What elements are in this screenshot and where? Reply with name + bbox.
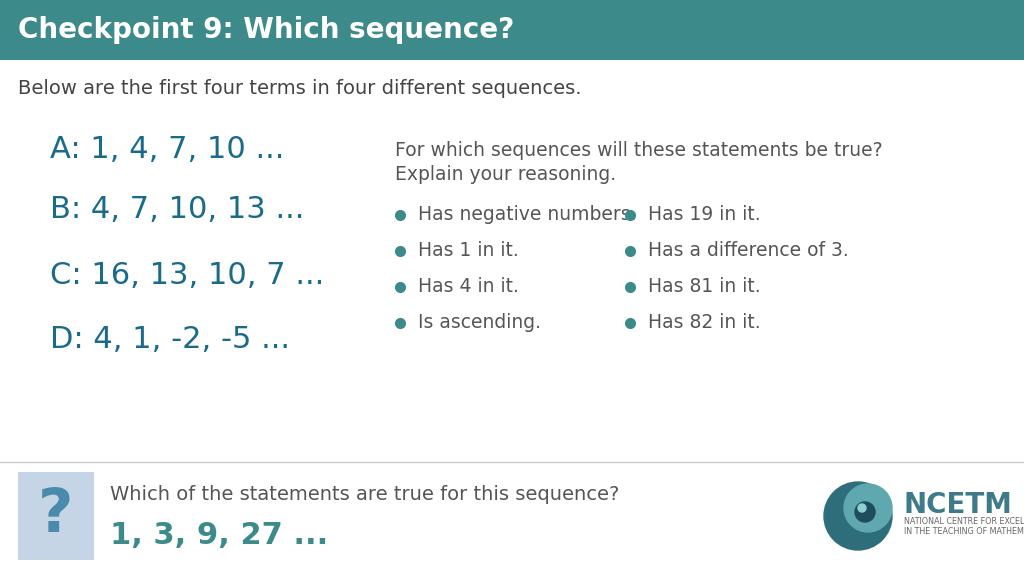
- Text: C: 16, 13, 10, 7 ...: C: 16, 13, 10, 7 ...: [50, 260, 325, 290]
- Circle shape: [824, 482, 892, 550]
- Text: A: 1, 4, 7, 10 ...: A: 1, 4, 7, 10 ...: [50, 135, 285, 165]
- FancyBboxPatch shape: [0, 0, 1024, 60]
- Text: Checkpoint 9: Which sequence?: Checkpoint 9: Which sequence?: [18, 16, 514, 44]
- Text: Which of the statements are true for this sequence?: Which of the statements are true for thi…: [110, 484, 620, 503]
- Text: Has negative numbers.: Has negative numbers.: [418, 206, 637, 225]
- Text: Has 1 in it.: Has 1 in it.: [418, 241, 519, 260]
- Text: Is ascending.: Is ascending.: [418, 313, 541, 332]
- Text: B: 4, 7, 10, 13 ...: B: 4, 7, 10, 13 ...: [50, 195, 304, 225]
- Circle shape: [844, 484, 892, 532]
- Text: Has 19 in it.: Has 19 in it.: [648, 206, 761, 225]
- Text: IN THE TEACHING OF MATHEMATICS: IN THE TEACHING OF MATHEMATICS: [904, 526, 1024, 536]
- Text: D: 4, 1, -2, -5 ...: D: 4, 1, -2, -5 ...: [50, 325, 290, 354]
- Text: Has 81 in it.: Has 81 in it.: [648, 278, 761, 297]
- Text: Has 82 in it.: Has 82 in it.: [648, 313, 761, 332]
- Text: NATIONAL CENTRE FOR EXCELLENCE: NATIONAL CENTRE FOR EXCELLENCE: [904, 517, 1024, 525]
- Text: NCETM: NCETM: [904, 491, 1013, 519]
- Circle shape: [855, 502, 874, 522]
- Text: For which sequences will these statements be true?: For which sequences will these statement…: [395, 141, 883, 160]
- Text: 1, 3, 9, 27 ...: 1, 3, 9, 27 ...: [110, 521, 329, 550]
- FancyBboxPatch shape: [18, 472, 94, 560]
- Circle shape: [858, 504, 866, 512]
- Text: Explain your reasoning.: Explain your reasoning.: [395, 165, 616, 184]
- Text: Below are the first four terms in four different sequences.: Below are the first four terms in four d…: [18, 78, 582, 97]
- Text: Has a difference of 3.: Has a difference of 3.: [648, 241, 849, 260]
- Text: ?: ?: [38, 487, 74, 545]
- Text: Has 4 in it.: Has 4 in it.: [418, 278, 519, 297]
